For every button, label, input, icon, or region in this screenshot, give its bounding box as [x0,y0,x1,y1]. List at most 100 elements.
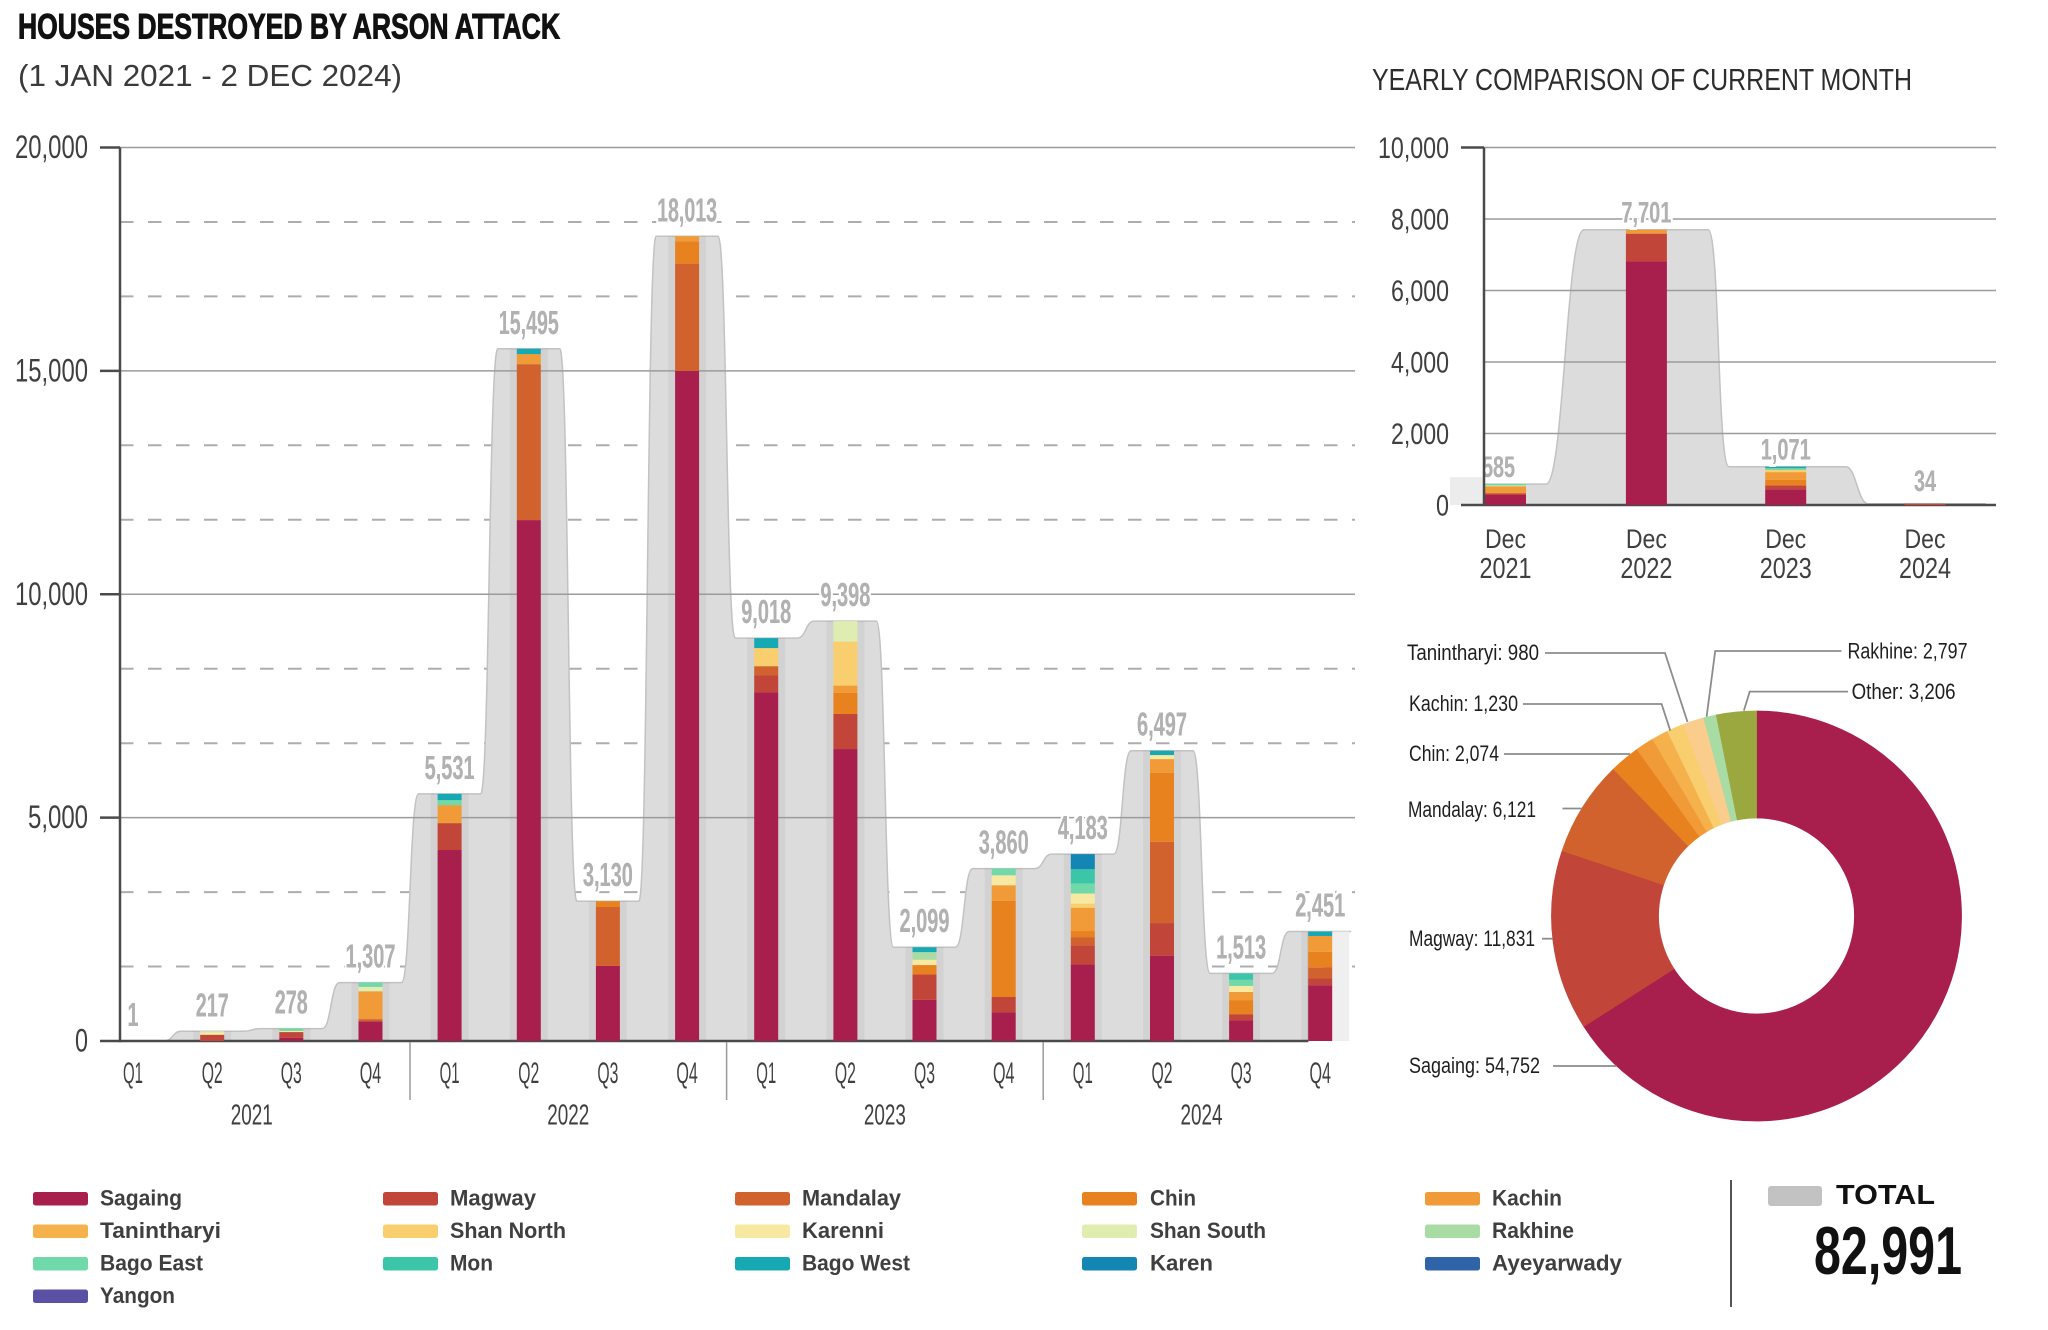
svg-text:Karenni: Karenni [802,1218,884,1243]
svg-text:15,495: 15,495 [499,304,559,341]
svg-text:Dec: Dec [1485,524,1526,554]
svg-text:Shan North: Shan North [450,1218,566,1243]
svg-text:Bago East: Bago East [100,1251,204,1276]
svg-text:5,531: 5,531 [425,749,475,786]
svg-text:Ayeyarwady: Ayeyarwady [1492,1251,1623,1276]
svg-text:Tanintharyi: Tanintharyi [100,1218,221,1243]
svg-text:Sagaing: Sagaing [100,1186,182,1211]
svg-text:Mandalay: 6,121: Mandalay: 6,121 [1408,797,1536,822]
svg-text:0: 0 [1436,489,1449,522]
svg-text:6,000: 6,000 [1391,275,1449,308]
svg-text:Dec: Dec [1905,524,1946,554]
svg-text:3,130: 3,130 [583,856,633,893]
svg-text:1,071: 1,071 [1761,434,1811,467]
svg-text:18,013: 18,013 [657,191,717,228]
svg-text:Dec: Dec [1765,524,1806,554]
svg-text:Karen: Karen [1150,1251,1213,1276]
svg-text:18,013: 18,013 [657,191,717,228]
svg-text:2023: 2023 [864,1100,906,1132]
svg-text:4,183: 4,183 [1058,809,1108,846]
svg-text:7,701: 7,701 [1621,197,1671,230]
svg-text:5,531: 5,531 [425,749,475,786]
svg-text:2,000: 2,000 [1391,418,1449,451]
svg-text:9,398: 9,398 [820,576,870,613]
svg-text:TOTAL: TOTAL [1836,1179,1935,1210]
svg-text:2,451: 2,451 [1295,887,1345,924]
svg-text:Q4: Q4 [676,1057,698,1090]
svg-text:15,000: 15,000 [15,352,88,388]
svg-text:1,307: 1,307 [346,938,396,975]
svg-text:1,513: 1,513 [1216,928,1266,965]
svg-text:10,000: 10,000 [1378,132,1449,165]
svg-text:Q2: Q2 [835,1057,856,1090]
svg-text:9,018: 9,018 [741,593,791,630]
svg-text:2022: 2022 [1620,553,1672,585]
svg-text:1,513: 1,513 [1216,928,1266,965]
svg-text:Q2: Q2 [518,1057,539,1090]
svg-text:4,000: 4,000 [1391,346,1449,379]
svg-text:Sagaing: 54,752: Sagaing: 54,752 [1409,1053,1540,1078]
svg-text:Q4: Q4 [993,1057,1015,1090]
svg-text:2,451: 2,451 [1295,887,1345,924]
svg-text:1,307: 1,307 [346,938,396,975]
svg-text:34: 34 [1914,465,1936,498]
svg-text:Shan South: Shan South [1150,1218,1266,1243]
svg-text:Mandalay: Mandalay [802,1186,902,1211]
svg-text:20,000: 20,000 [15,129,88,165]
svg-text:9,398: 9,398 [820,576,870,613]
svg-text:4,183: 4,183 [1058,809,1108,846]
svg-text:217: 217 [196,986,229,1023]
svg-text:Q3: Q3 [281,1057,302,1090]
svg-text:Q3: Q3 [597,1057,618,1090]
svg-text:1: 1 [128,996,139,1033]
svg-text:9,018: 9,018 [741,593,791,630]
svg-text:15,495: 15,495 [499,304,559,341]
svg-text:2024: 2024 [1899,553,1951,585]
svg-text:6,497: 6,497 [1137,706,1187,743]
svg-text:10,000: 10,000 [15,576,88,612]
svg-text:585: 585 [1482,451,1515,484]
svg-text:Chin: Chin [1150,1186,1196,1211]
svg-text:6,497: 6,497 [1137,706,1187,743]
svg-text:Dec: Dec [1626,524,1667,554]
svg-text:2,099: 2,099 [900,902,950,939]
svg-text:278: 278 [275,984,308,1021]
svg-text:Q3: Q3 [914,1057,935,1090]
svg-text:Mon: Mon [450,1251,493,1276]
svg-text:0: 0 [75,1023,88,1059]
svg-text:278: 278 [275,984,308,1021]
svg-text:Bago West: Bago West [802,1251,911,1276]
svg-text:2023: 2023 [1760,553,1812,585]
svg-text:1,071: 1,071 [1761,434,1811,467]
svg-text:2024: 2024 [1181,1100,1223,1132]
svg-text:Q1: Q1 [756,1057,776,1090]
svg-text:Q4: Q4 [1309,1057,1331,1090]
svg-text:Q1: Q1 [1073,1057,1093,1090]
svg-text:Magway: Magway [450,1186,537,1211]
svg-text:(1 JAN 2021 - 2 DEC 2024): (1 JAN 2021 - 2 DEC 2024) [18,58,402,93]
svg-text:3,860: 3,860 [979,824,1029,861]
svg-text:2,099: 2,099 [900,902,950,939]
svg-text:585: 585 [1482,451,1515,484]
svg-text:Rakhine: 2,797: Rakhine: 2,797 [1848,639,1968,664]
svg-text:1: 1 [128,996,139,1033]
svg-text:Rakhine: Rakhine [1492,1218,1574,1243]
svg-text:Chin: 2,074: Chin: 2,074 [1409,741,1499,766]
svg-text:Q1: Q1 [440,1057,460,1090]
svg-text:Kachin: 1,230: Kachin: 1,230 [1409,691,1518,716]
svg-text:3,860: 3,860 [979,824,1029,861]
svg-text:Yangon: Yangon [100,1283,175,1308]
svg-text:5,000: 5,000 [28,799,88,835]
svg-text:217: 217 [196,986,229,1023]
svg-text:Q1: Q1 [123,1057,143,1090]
svg-text:Kachin: Kachin [1492,1186,1562,1211]
svg-text:Q2: Q2 [202,1057,223,1090]
svg-text:Q3: Q3 [1231,1057,1252,1090]
svg-text:34: 34 [1914,465,1936,498]
svg-text:Q4: Q4 [360,1057,382,1090]
svg-text:82,991: 82,991 [1814,1213,1962,1289]
svg-text:7,701: 7,701 [1621,197,1671,230]
svg-text:Other: 3,206: Other: 3,206 [1852,679,1956,704]
svg-text:2021: 2021 [1480,553,1532,585]
svg-text:HOUSES DESTROYED BY ARSON ATTA: HOUSES DESTROYED BY ARSON ATTACK [18,7,560,47]
